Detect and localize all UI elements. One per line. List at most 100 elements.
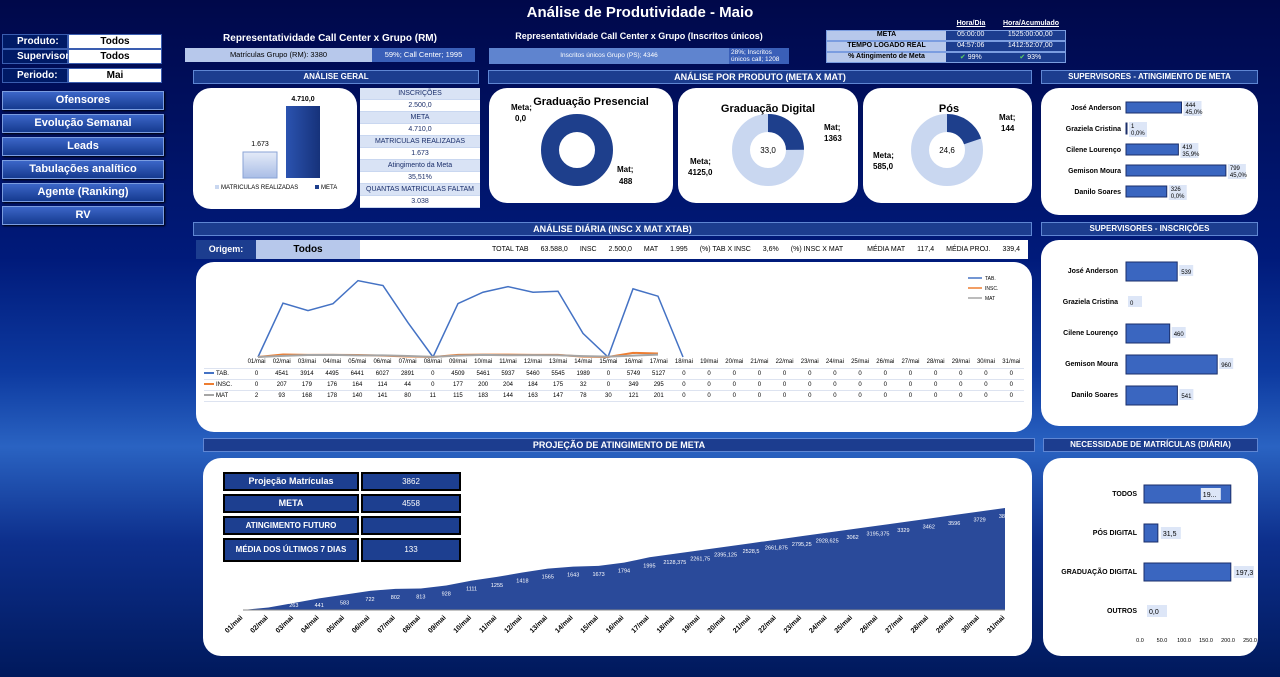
table-header-cell: 04/mai [319,357,345,369]
table-cell: 0 [897,390,924,402]
area-data-label: 1794 [618,569,630,575]
donut-slice-mat [911,114,983,186]
bar-meta-label: 4.710,0 [291,96,314,103]
table-cell: 0 [797,368,823,380]
table-cell: 0 [595,368,621,380]
table-header-cell: 16/mai [620,357,647,369]
table-cell: 5937 [495,368,521,380]
filter-value[interactable]: Todos [68,49,162,64]
table-header-cell: 17/mai [646,357,672,369]
stat-value: 117,4 [917,246,935,253]
stat-value: 3,6% [762,246,779,253]
x-tick-label: 03/mai [275,614,295,634]
sup-value: 0 [1130,301,1134,307]
legend-text: TAB. [216,370,229,377]
header-analise-geral: ANÁLISE GERAL [193,70,479,84]
donut-meta-value: 585,0 [873,162,894,171]
filter-supervisor[interactable]: Supervisor: Todos [2,49,162,64]
meta-row-v2: ✔ 93% [995,53,1065,62]
sup-value: 444 [1186,103,1197,109]
nav-tabulacoes-button[interactable]: Tabulações analítico [2,160,164,179]
sup-bar [1125,122,1128,135]
table-header-cell: 24/mai [822,357,848,369]
projecao-label: Projeção Matrículas [223,472,359,491]
rep-ins-title: Representatividade Call Center x Grupo (… [515,31,763,41]
table-header-cell: 25/mai [847,357,873,369]
nav-leads-button[interactable]: Leads [2,137,164,156]
nav-ofensores-button[interactable]: Ofensores [2,91,164,110]
x-tick-label: 12/mai [503,614,523,634]
donut-meta-label: Meta; [511,103,532,112]
x-tick-label: 25/mai [834,614,854,634]
sup-bar [1125,323,1171,344]
table-cell: 0 [998,379,1024,391]
x-tick-label: 28/mai [910,614,930,634]
x-tick-label: 09/mai [427,614,447,634]
sup-label-bg [1180,143,1199,158]
bar [1143,562,1232,582]
table-row: INSC. 0 207 179 176 164 114 44 0 177 200 204 184 175 3… [204,379,1024,391]
filter-value[interactable]: Mai [68,68,162,83]
geral-bar-chart: 1.673 4.710,0 MATRICULAS REALIZADAS META [215,96,337,191]
table-cell: 0 [244,379,270,391]
table-cell: 0 [897,379,924,391]
x-tick-label: 16/mai [605,614,625,634]
kpi-label: META [360,112,480,124]
donut-ring [541,114,613,186]
table-cell: 0 [772,368,798,380]
bar-label: 197,3 [1236,570,1254,577]
table-cell: 4509 [445,368,471,380]
x-tick-label: 20/mai [707,614,727,634]
nav-evolucao-semanal-button[interactable]: Evolução Semanal [2,114,164,133]
table-cell: 0 [797,379,823,391]
table-cell: 0 [797,390,823,402]
sup-insc-chart: José Anderson 539 Graziela Cristina 0 Cilene… [1063,261,1234,406]
filter-periodo[interactable]: Periodo: Mai [2,68,162,83]
area-data-label: 583 [340,601,349,607]
donut-pos: Pós 24,6 Meta; 585,0 Mat; 144 [873,103,1015,186]
table-header-cell: 08/mai [420,357,446,369]
area-data-label: 3062 [846,535,858,541]
nav-agente-ranking-button[interactable]: Agente (Ranking) [2,183,164,202]
projecao-value [361,516,461,535]
table-cell: 0 [847,379,873,391]
table-cell: 0 [923,379,949,391]
category-label: TODOS [1112,491,1137,498]
projecao-panel: 95 263 441 583 722 802 813 928 1111 1255 1418 1565 1… [203,458,1032,656]
table-cell: 0 [696,379,722,391]
legend-label: TAB. [985,276,996,282]
table-cell: 0 [948,379,974,391]
sup-label-bg [1168,185,1187,200]
table-cell: 0 [746,379,772,391]
nav-menu: Ofensores Evolução Semanal Leads Tabulaç… [2,91,164,225]
rep-rm-left: Matrículas Grupo (RM): 3380 [185,48,372,62]
table-header-cell: 07/mai [395,357,421,369]
table-header-cell: 01/mai [244,357,270,369]
area-data-label: 263 [289,603,298,609]
nav-rv-button[interactable]: RV [2,206,164,225]
sup-value: 541 [1181,394,1192,400]
rep-ins-left: Inscritos únicos Grupo (PS); 4346 [489,48,729,64]
area-data-label: 3596 [948,521,960,527]
table-cell: 0 [847,390,873,402]
filter-produto[interactable]: Produto: Todos [2,34,162,49]
meta-row-label: META [827,31,946,40]
table-cell: 349 [620,379,647,391]
x-tick-label: 18/mai [656,614,676,634]
table-cell: 0 [973,379,999,391]
diaria-line-chart: TAB. INSC. MAT [257,276,998,359]
filter-value[interactable]: Todos [68,34,162,49]
origem-select[interactable]: Todos [256,240,360,259]
sup-bar [1125,261,1178,282]
table-cell: 0 [671,390,697,402]
donut-meta-value: 0,0 [515,114,527,123]
table-header-cell: 10/mai [470,357,496,369]
series-line-tab [257,279,684,359]
check-icon: ✔ [1019,54,1026,61]
kpi-label: MATRICULAS REALIZADAS [360,136,480,148]
table-cell: 164 [344,379,370,391]
table-cell: 0 [671,379,697,391]
table-header-row: 01/mai 02/mai 03/mai 04/mai 05/mai 06/mai 07/m… [204,357,1024,369]
area-data-label: 2128,375 [663,560,686,566]
table-header-cell: 20/mai [721,357,747,369]
